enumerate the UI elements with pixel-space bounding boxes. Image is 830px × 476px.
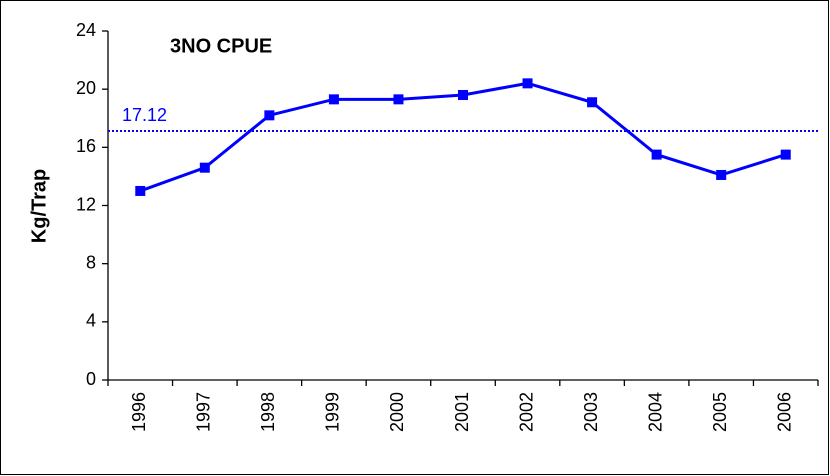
x-tick-label: 2005 xyxy=(710,392,730,432)
x-tick-label: 1996 xyxy=(129,392,149,432)
data-marker xyxy=(328,94,339,105)
y-tick-label: 24 xyxy=(76,20,96,40)
x-tick-label: 2001 xyxy=(452,392,472,432)
y-tick-label: 4 xyxy=(86,311,96,331)
data-marker xyxy=(393,94,404,105)
y-tick-label: 0 xyxy=(86,369,96,389)
x-tick-label: 2006 xyxy=(774,392,794,432)
data-marker xyxy=(264,110,275,121)
x-tick-label: 1997 xyxy=(194,392,214,432)
chart-title: 3NO CPUE xyxy=(170,35,272,57)
y-tick-label: 20 xyxy=(76,78,96,98)
data-marker xyxy=(135,185,146,196)
x-tick-label: 2003 xyxy=(581,392,601,432)
data-marker xyxy=(651,149,662,160)
data-marker xyxy=(716,169,727,180)
y-tick-label: 16 xyxy=(76,136,96,156)
data-marker xyxy=(522,78,533,89)
data-marker xyxy=(458,89,468,100)
data-marker xyxy=(587,97,598,108)
y-axis-label: Kg/Trap xyxy=(28,169,50,243)
y-tick-label: 8 xyxy=(86,252,96,272)
x-tick-label: 2004 xyxy=(645,392,665,432)
x-tick-label: 1998 xyxy=(258,392,278,432)
reference-label: 17.12 xyxy=(122,105,167,125)
x-tick-label: 2000 xyxy=(387,392,407,432)
x-tick-label: 2002 xyxy=(516,392,536,432)
data-marker xyxy=(780,149,791,160)
x-tick-label: 1999 xyxy=(323,392,343,432)
data-marker xyxy=(199,162,210,173)
y-tick-label: 12 xyxy=(76,194,96,214)
